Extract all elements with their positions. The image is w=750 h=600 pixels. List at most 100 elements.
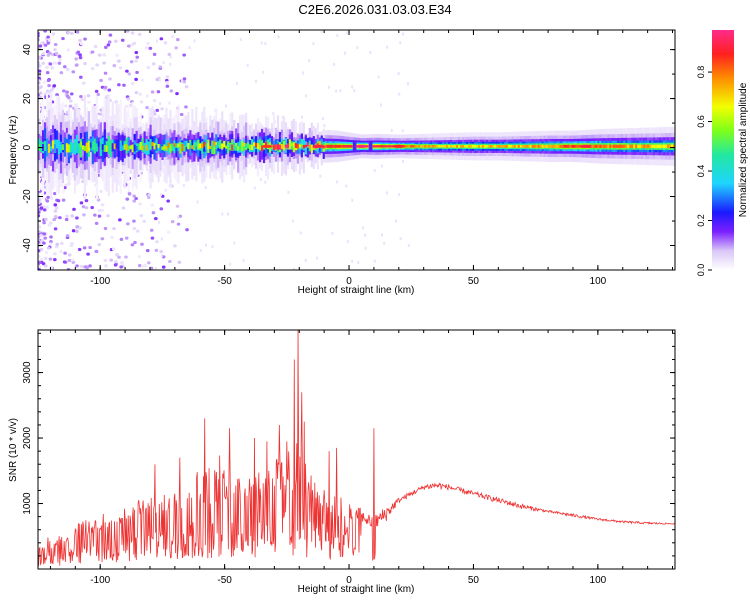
noise-cell [55, 245, 59, 249]
band-cell [410, 145, 413, 148]
band-cell [661, 144, 664, 149]
noise-cell [124, 255, 128, 259]
noise-cell [122, 83, 126, 87]
noise-cell [159, 102, 162, 106]
band-cell [432, 145, 435, 148]
noise-cell [130, 81, 135, 86]
noise-cell [264, 180, 267, 184]
band-cell [39, 140, 43, 148]
band-cell [276, 144, 280, 150]
noise-cell [38, 44, 43, 48]
noise-cell [120, 261, 124, 265]
band-cell [597, 144, 600, 148]
band-cell [149, 138, 152, 151]
spectrogram-x-tick-label: 0 [346, 276, 352, 287]
noise-cell [188, 46, 191, 50]
band-cell [639, 144, 642, 149]
noise-cell [146, 41, 150, 45]
noise-cell [107, 88, 112, 92]
noise-cell [102, 53, 107, 57]
hot-spot [611, 144, 624, 148]
noise-cell [64, 217, 69, 222]
noise-cell [78, 56, 83, 60]
band-cell [125, 144, 128, 151]
noise-cell [113, 259, 118, 264]
noise-cell [88, 264, 92, 268]
noise-cell [56, 199, 61, 203]
noise-cell [320, 30, 323, 34]
noise-cell [321, 117, 324, 121]
band-cell [55, 139, 59, 149]
noise-cell [53, 42, 58, 47]
band-cell [288, 139, 292, 150]
band-cell [137, 144, 140, 150]
snr-y-tick-label: 1000 [22, 492, 33, 515]
band-cell [219, 144, 222, 149]
noise-cell [84, 199, 89, 203]
noise-cell [59, 249, 63, 254]
band-cell [219, 139, 222, 149]
band-cell [428, 145, 431, 148]
noise-cell [185, 228, 189, 232]
band-cell [416, 145, 419, 148]
band-cell [63, 142, 67, 149]
band-cell [380, 145, 383, 148]
band-cell [59, 144, 63, 152]
band-cell [209, 145, 212, 150]
noise-cell [165, 84, 170, 88]
band-cell [372, 145, 375, 148]
band-cell [292, 142, 295, 146]
noise-cell [82, 246, 87, 250]
noise-cell [159, 37, 164, 41]
noise-cell [54, 51, 59, 56]
noise-cell [148, 46, 153, 50]
noise-cell [163, 41, 168, 45]
band-cell [593, 144, 596, 148]
noise-cell [53, 48, 57, 52]
noise-cell [81, 205, 86, 209]
noise-cell [336, 33, 339, 37]
noise-cell [398, 193, 401, 197]
noise-cell [130, 31, 135, 35]
noise-cell [149, 228, 154, 232]
band-cell [95, 143, 98, 152]
band-cell [298, 144, 301, 148]
band-cell [127, 146, 130, 151]
noise-cell [80, 179, 85, 184]
band-cell [601, 144, 604, 148]
band-cell [101, 144, 104, 151]
noise-cell [60, 241, 64, 245]
noise-cell [160, 254, 163, 258]
band-cell [328, 144, 331, 148]
snr-frame [37, 329, 676, 570]
band-cell [342, 144, 345, 148]
noise-cell [132, 199, 137, 203]
noise-cell [65, 214, 69, 218]
band-cell [547, 144, 550, 148]
noise-cell [38, 81, 41, 85]
band-cell [489, 145, 493, 148]
band-cell [420, 145, 423, 148]
band-cell [183, 145, 186, 152]
noise-cell [79, 264, 84, 269]
band-cell [310, 146, 313, 149]
band-cell [637, 144, 640, 149]
band-cell [141, 145, 144, 151]
band-cell [173, 140, 176, 153]
band-cell [559, 144, 562, 148]
band-cell [115, 139, 118, 149]
band-cell [671, 144, 674, 149]
noise-cell [97, 214, 102, 218]
band-cell [197, 143, 200, 150]
snr-x-label: Height of straight line (km) [298, 584, 415, 595]
band-cell [274, 144, 278, 150]
band-cell [227, 142, 230, 148]
band-cell [193, 142, 196, 151]
noise-cell [66, 48, 71, 52]
band-cell [65, 143, 69, 153]
noise-cell [61, 198, 66, 202]
band-cell [231, 144, 234, 151]
noise-cell [121, 206, 126, 210]
noise-cell [42, 80, 47, 84]
band-cell [304, 144, 307, 148]
